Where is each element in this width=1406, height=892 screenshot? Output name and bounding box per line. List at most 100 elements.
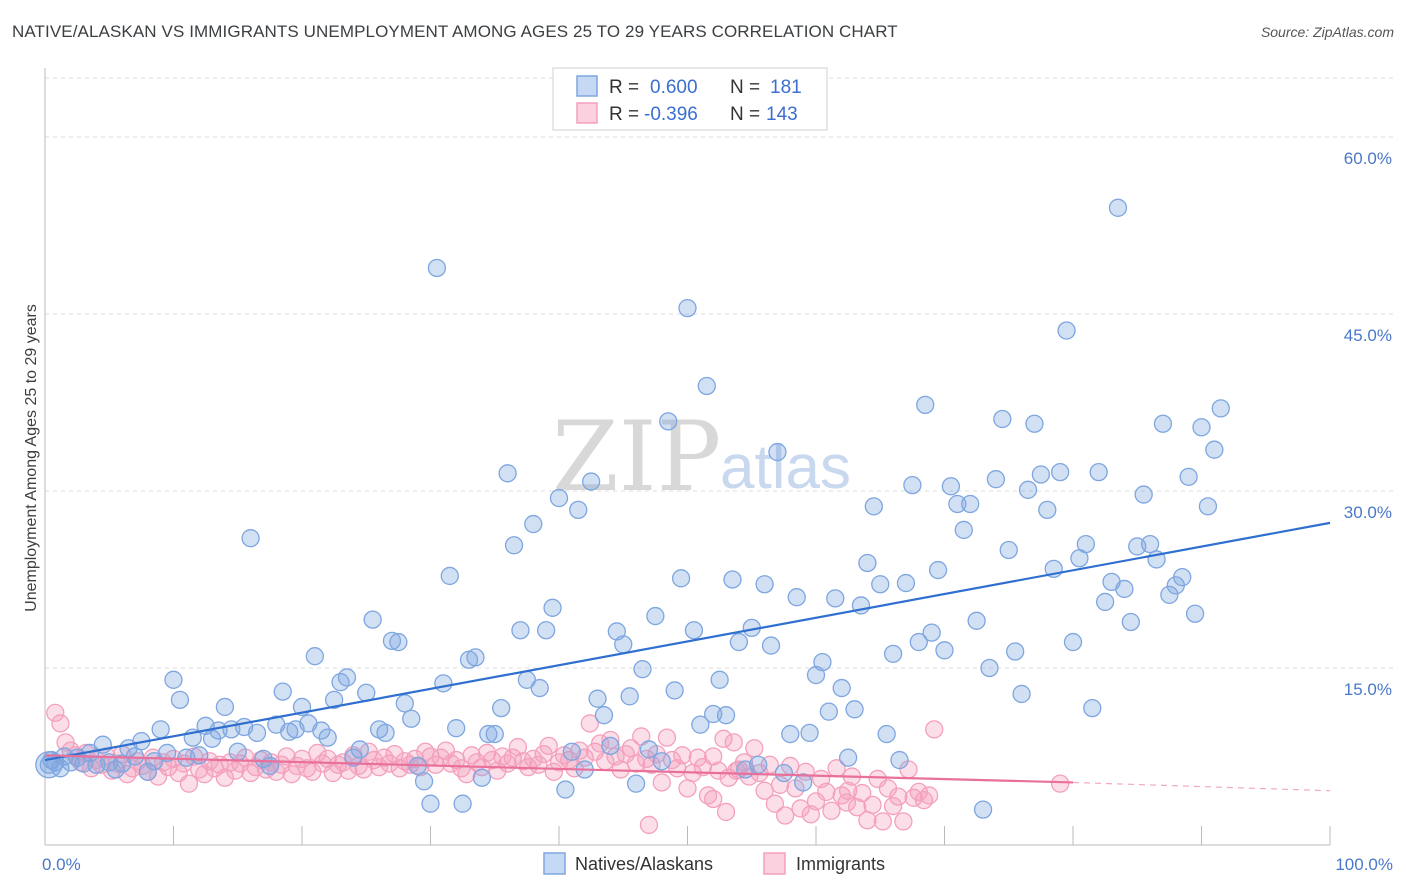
chart-title: NATIVE/ALASKAN VS IMMIGRANTS UNEMPLOYMEN…: [12, 22, 898, 41]
native-point: [1134, 485, 1153, 504]
grid-lines: [45, 77, 1395, 669]
native-point: [967, 611, 986, 630]
native-point: [312, 721, 331, 740]
native-point: [479, 724, 498, 744]
natives-r-value: 0.600: [650, 77, 698, 98]
native-point: [1089, 462, 1108, 482]
natives-trend-line: [44, 521, 1331, 762]
immigrant-point: [503, 748, 522, 767]
native-point: [993, 409, 1012, 429]
immigrant-point: [601, 730, 620, 750]
native-point: [729, 632, 749, 652]
native-point: [755, 575, 774, 594]
native-point: [864, 497, 883, 516]
native-point: [421, 794, 440, 813]
native-point: [749, 755, 768, 774]
native-point: [1057, 321, 1076, 340]
immigrants-trend-line: [44, 754, 1074, 784]
native-point: [543, 598, 562, 617]
immigrant-point: [369, 757, 389, 777]
native-point: [530, 678, 549, 698]
native-point: [273, 682, 292, 701]
native-point: [466, 648, 485, 667]
trend-lines: [44, 521, 1331, 792]
native-point: [1025, 414, 1044, 433]
immigrant-point: [657, 728, 677, 747]
native-point: [858, 553, 877, 573]
native-point: [652, 752, 671, 771]
immigrant-point: [765, 794, 785, 813]
immigrant-point: [539, 736, 558, 756]
native-point: [472, 768, 492, 787]
native-point: [215, 697, 235, 717]
watermark-atlas-text: atlas: [720, 433, 851, 502]
immigrant-point: [714, 729, 733, 748]
native-point: [1173, 567, 1192, 587]
natives-series: [35, 198, 1230, 819]
immigrants-n-value: 143: [766, 104, 798, 125]
native-point: [151, 720, 170, 739]
stats-legend-box: [552, 67, 828, 131]
native-point: [800, 723, 819, 743]
immigrant-point: [483, 750, 502, 770]
native-point: [819, 702, 838, 721]
native-point: [659, 412, 678, 431]
native-point: [190, 746, 209, 765]
native-point: [813, 652, 832, 672]
native-point: [498, 464, 517, 483]
native-point: [787, 588, 806, 607]
native-point: [832, 678, 851, 698]
immigrant-point: [639, 815, 659, 835]
native-point: [511, 621, 530, 640]
native-point: [1192, 418, 1211, 437]
stats-legend: R = 0.600 N = 181 R = -0.396 N = 143: [552, 67, 828, 131]
immigrant-point: [385, 744, 404, 764]
native-point: [588, 689, 607, 708]
immigrant-point: [626, 754, 646, 773]
axes: [44, 68, 1331, 846]
native-point: [1140, 534, 1160, 554]
immigrant-point: [724, 733, 743, 752]
native-point: [138, 762, 157, 781]
natives-r-label: R =: [609, 77, 639, 98]
immigrant-point: [642, 755, 661, 774]
native-point: [1160, 585, 1179, 604]
immigrant-point: [745, 739, 764, 758]
immigrant-point: [709, 761, 728, 780]
immigrant-point: [873, 812, 892, 831]
watermark: ZIP atlas: [552, 401, 851, 513]
immigrant-point: [673, 746, 692, 765]
native-point: [549, 488, 569, 508]
tick-labels: 15.0% 30.0% 45.0% 60.0% 0.0% 100.0%: [42, 149, 1393, 874]
native-point: [350, 740, 369, 759]
natives-n-value: 181: [770, 77, 802, 98]
immigrant-point: [1051, 774, 1070, 793]
native-point: [434, 674, 453, 693]
native-point: [1012, 684, 1031, 704]
native-point: [376, 723, 395, 743]
immigrant-point: [894, 812, 913, 831]
x-tick-label-0: 0.0%: [42, 855, 81, 874]
immigrant-point: [652, 773, 671, 792]
native-point: [1076, 534, 1095, 554]
watermark-zip-text: ZIP: [552, 401, 721, 513]
immigrants-legend-label: Immigrants: [796, 854, 885, 874]
native-point: [697, 376, 716, 396]
native-point: [948, 494, 967, 514]
native-point: [569, 500, 588, 520]
native-point: [909, 632, 928, 652]
native-point: [980, 658, 999, 678]
native-point: [1051, 462, 1070, 482]
immigrant-point: [716, 802, 736, 822]
immigrant-point: [46, 703, 65, 722]
y-tick-label-2: 45.0%: [1344, 326, 1392, 345]
immigrant-point: [822, 801, 841, 820]
native-point: [1108, 198, 1128, 217]
immigrant-point: [838, 781, 858, 800]
native-point: [594, 706, 614, 725]
native-point: [928, 560, 948, 580]
native-point: [241, 529, 260, 548]
immigrant-point: [51, 714, 70, 733]
immigrant-point: [375, 748, 394, 767]
native-point: [903, 475, 922, 495]
